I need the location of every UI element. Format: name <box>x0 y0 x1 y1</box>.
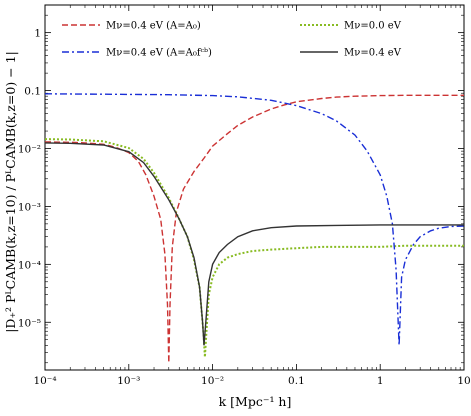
legend-label-1: Mν=0.4 eV (A=A₀) <box>106 21 201 32</box>
x-axis-label: k [Mpc⁻¹ h] <box>219 394 292 409</box>
y-axis-label: |D₊² PᴸCAMB(k,z=10) / PᴸCAMB(k,z=0) − 1| <box>3 51 18 333</box>
x-tick-label: 0.1 <box>288 375 305 387</box>
legend-label-3: Mν=0.4 eV (A=A₀fᶜᵇ) <box>106 48 212 59</box>
y-tick-label: 10⁻⁴ <box>18 259 41 271</box>
y-tick-label: 10⁻⁵ <box>18 317 41 329</box>
axis-ticks: 10⁻⁴ 10⁻³ 10⁻² 0.1 1 10 10⁻⁵ 10⁻⁴ 10⁻³ 10⁻² 0.1 1 <box>18 4 471 387</box>
legend-label-2: Mν=0.0 eV <box>344 21 402 32</box>
series-line-3 <box>45 93 464 346</box>
series-line-4 <box>45 142 464 346</box>
x-tick-label: 10⁻² <box>201 375 224 387</box>
legend-label-4: Mν=0.4 eV <box>344 48 402 59</box>
x-tick-label: 10 <box>457 375 470 387</box>
x-tick-label: 1 <box>377 375 384 387</box>
series-line-2 <box>45 138 464 358</box>
y-tick-label: 10⁻² <box>18 143 41 155</box>
series-line-1 <box>45 94 464 363</box>
x-tick-label: 10⁻³ <box>117 375 140 387</box>
y-tick-label: 0.1 <box>24 86 41 98</box>
plot-frame <box>44 4 465 371</box>
x-tick-label: 10⁻⁴ <box>33 375 56 387</box>
series-layer <box>45 93 464 363</box>
legend: Mν=0.4 eV (A=A₀) Mν=0.0 eV Mν=0.4 eV (A=A₀… <box>62 21 402 59</box>
y-tick-label: 10⁻³ <box>18 201 41 213</box>
y-tick-label: 1 <box>34 28 41 40</box>
